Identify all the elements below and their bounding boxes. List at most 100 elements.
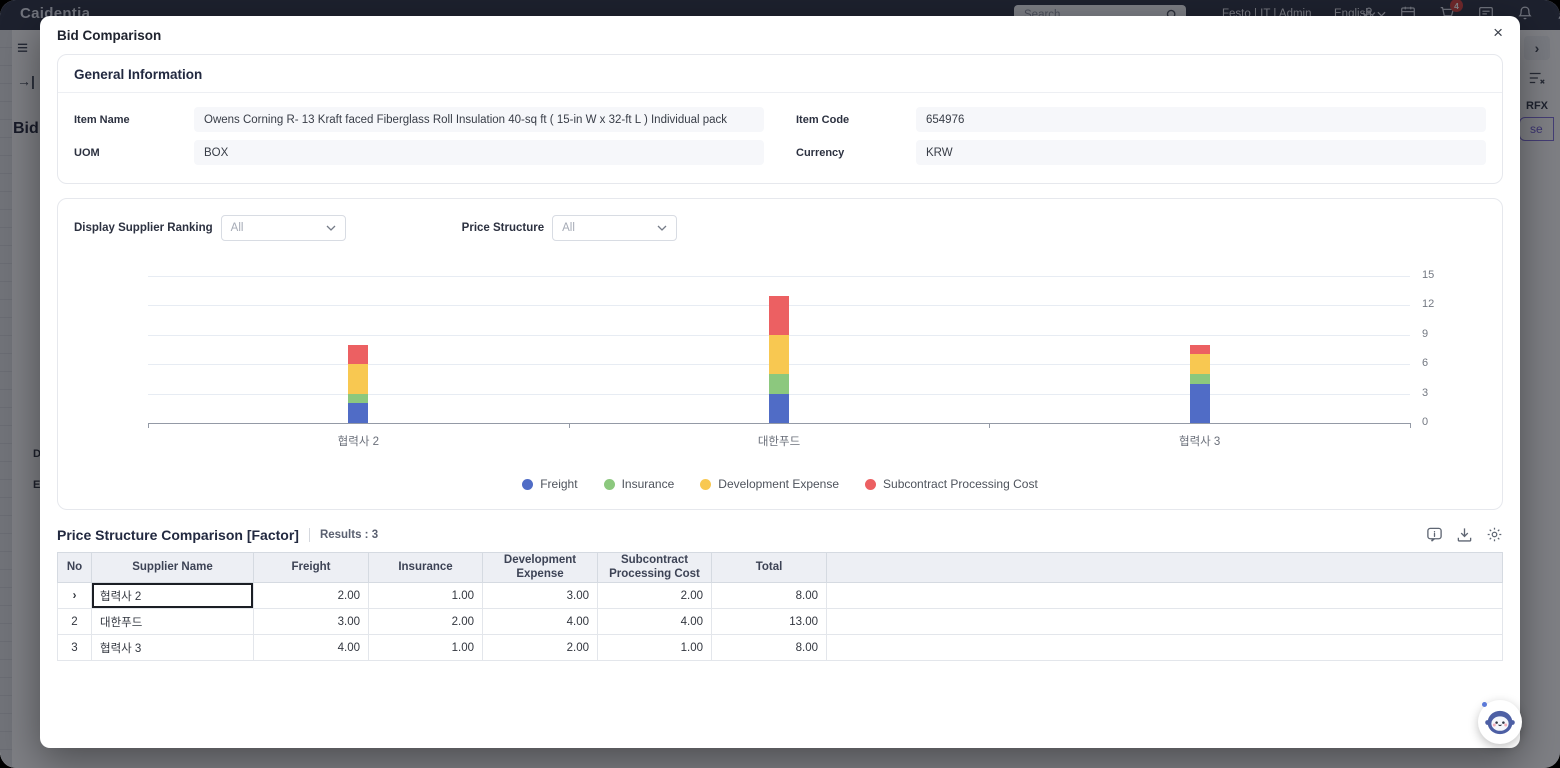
chart-filters: Display Supplier Ranking All Price Struc… [74,199,1486,241]
legend-item[interactable]: Insurance [603,477,674,491]
chatbot-button[interactable] [1478,700,1522,744]
item-name-field: Item Name Owens Corning R- 13 Kraft face… [74,107,764,132]
supplier-ranking-select[interactable]: All [220,215,346,241]
y-axis-tick-label: 3 [1422,386,1429,399]
column-header[interactable]: Total [711,552,827,583]
currency-field: Currency KRW [796,140,1486,165]
y-axis-tick-label: 0 [1422,416,1429,428]
download-icon[interactable] [1456,526,1473,543]
column-header[interactable]: No [57,552,92,583]
supplier-ranking-label: Display Supplier Ranking [74,222,213,234]
results-count: Results : 3 [319,528,379,541]
legend-label: Freight [540,477,578,491]
supplier-name-cell[interactable]: 대한푸드 [91,608,254,635]
x-axis-category-label: 협력사 2 [337,436,379,448]
row-number-cell[interactable]: 3 [57,634,92,661]
legend-item[interactable]: Subcontract Processing Cost [865,477,1038,491]
filler-cell [826,582,1503,609]
value-cell[interactable]: 4.00 [597,608,712,635]
supplier-name-cell[interactable]: 협력사 3 [91,634,254,661]
bar-segment[interactable] [1189,354,1210,374]
close-icon[interactable]: × [1493,23,1503,42]
value-cell[interactable]: 1.00 [368,582,483,609]
supplier-name-cell[interactable]: 협력사 2 [91,582,254,609]
y-axis-tick-label: 9 [1422,327,1429,340]
row-number-cell[interactable]: 2 [57,608,92,635]
value-cell[interactable]: 2.00 [597,582,712,609]
x-axis-tick [989,423,991,428]
value-cell[interactable]: 4.00 [482,608,598,635]
value-cell[interactable]: 2.00 [482,634,598,661]
table-title-row: Price Structure Comparison [Factor] Resu… [57,526,1503,543]
legend-label: Development Expense [718,477,840,491]
column-header[interactable]: Insurance [368,552,483,583]
bar-segment[interactable] [348,344,369,365]
value-cell[interactable]: 3.00 [253,608,369,635]
table-title: Price Structure Comparison [Factor] [57,526,299,543]
table-body: › 협력사 2 2.00 1.00 3.00 2.00 8.00 2 대한푸드 3.00 2.00 4… [57,582,1503,661]
x-axis-tick [568,423,570,428]
column-header[interactable]: Supplier Name [91,552,254,583]
table-header-row: No Supplier Name Freight Insurance Developme… [57,552,1503,583]
item-code-value[interactable]: 654976 [916,107,1486,132]
bar-segment[interactable] [769,374,789,394]
price-structure-select[interactable]: All [552,215,678,241]
price-structure-label: Price Structure [461,222,545,234]
bar-segment[interactable] [769,393,789,423]
value-cell[interactable]: 1.00 [368,634,483,661]
value-cell[interactable]: 8.00 [711,634,827,661]
bar-segment[interactable] [769,295,789,335]
column-header-filler [826,552,1503,583]
legend-item[interactable]: Development Expense [700,477,839,491]
value-cell[interactable]: 3.00 [482,582,598,609]
item-name-value[interactable]: Owens Corning R- 13 Kraft faced Fibergla… [194,107,764,132]
filler-cell [826,634,1503,661]
stacked-bar-chart: 0 3 6 9 12 15 협력사 2 대한푸드 협력사 3 [74,267,1486,455]
gear-icon[interactable] [1486,526,1503,543]
modal-header: Bid Comparison × [40,16,1520,54]
bar-segment[interactable] [348,403,369,423]
value-cell[interactable]: 1.00 [597,634,712,661]
column-header[interactable]: Development Expense [482,552,598,583]
value-cell[interactable]: 8.00 [711,582,827,609]
legend-dot [700,478,712,490]
general-information-fields: Item Name Owens Corning R- 13 Kraft face… [58,93,1502,183]
y-axis-tick-label: 12 [1422,298,1435,311]
price-structure-value: All [562,222,575,234]
bar-segment[interactable] [348,364,369,394]
column-header[interactable]: Subcontract Processing Cost [597,552,712,583]
selected-row-chevron-icon[interactable]: › [57,582,92,609]
comment-info-icon[interactable] [1426,526,1443,543]
currency-label: Currency [796,146,845,159]
legend-item[interactable]: Freight [522,477,578,491]
uom-field: UOM BOX [74,140,764,165]
x-axis-category-label: 대한푸드 [757,436,801,448]
item-name-label: Item Name [74,113,130,126]
x-axis-tick [148,423,149,428]
value-cell[interactable]: 4.00 [253,634,369,661]
bid-comparison-modal: Bid Comparison × General Information Ite… [40,16,1520,748]
bar-segment[interactable] [1189,344,1210,355]
value-cell[interactable]: 2.00 [253,582,369,609]
currency-value[interactable]: KRW [916,140,1486,165]
bar-segment[interactable] [1189,374,1210,384]
value-cell[interactable]: 2.00 [368,608,483,635]
bar-segment[interactable] [1189,383,1210,423]
chart-gridline [148,276,1410,277]
value-cell[interactable]: 13.00 [711,608,827,635]
bar-segment[interactable] [769,334,789,374]
bar-segment[interactable] [348,393,369,404]
chart-card: Display Supplier Ranking All Price Struc… [57,198,1503,510]
uom-value[interactable]: BOX [194,140,764,165]
table-row[interactable]: 3 협력사 3 4.00 1.00 2.00 1.00 8.00 [57,634,1503,661]
table-row[interactable]: 2 대한푸드 3.00 2.00 4.00 4.00 13.00 [57,608,1503,635]
title-divider [308,527,310,542]
item-code-label: Item Code [796,113,850,126]
column-header[interactable]: Freight [253,552,369,583]
robot-face-icon [1485,709,1515,736]
chevron-down-icon [326,225,336,231]
x-axis-tick [1410,423,1411,428]
table-row[interactable]: › 협력사 2 2.00 1.00 3.00 2.00 8.00 [57,582,1503,609]
y-axis-tick-label: 6 [1422,357,1429,370]
